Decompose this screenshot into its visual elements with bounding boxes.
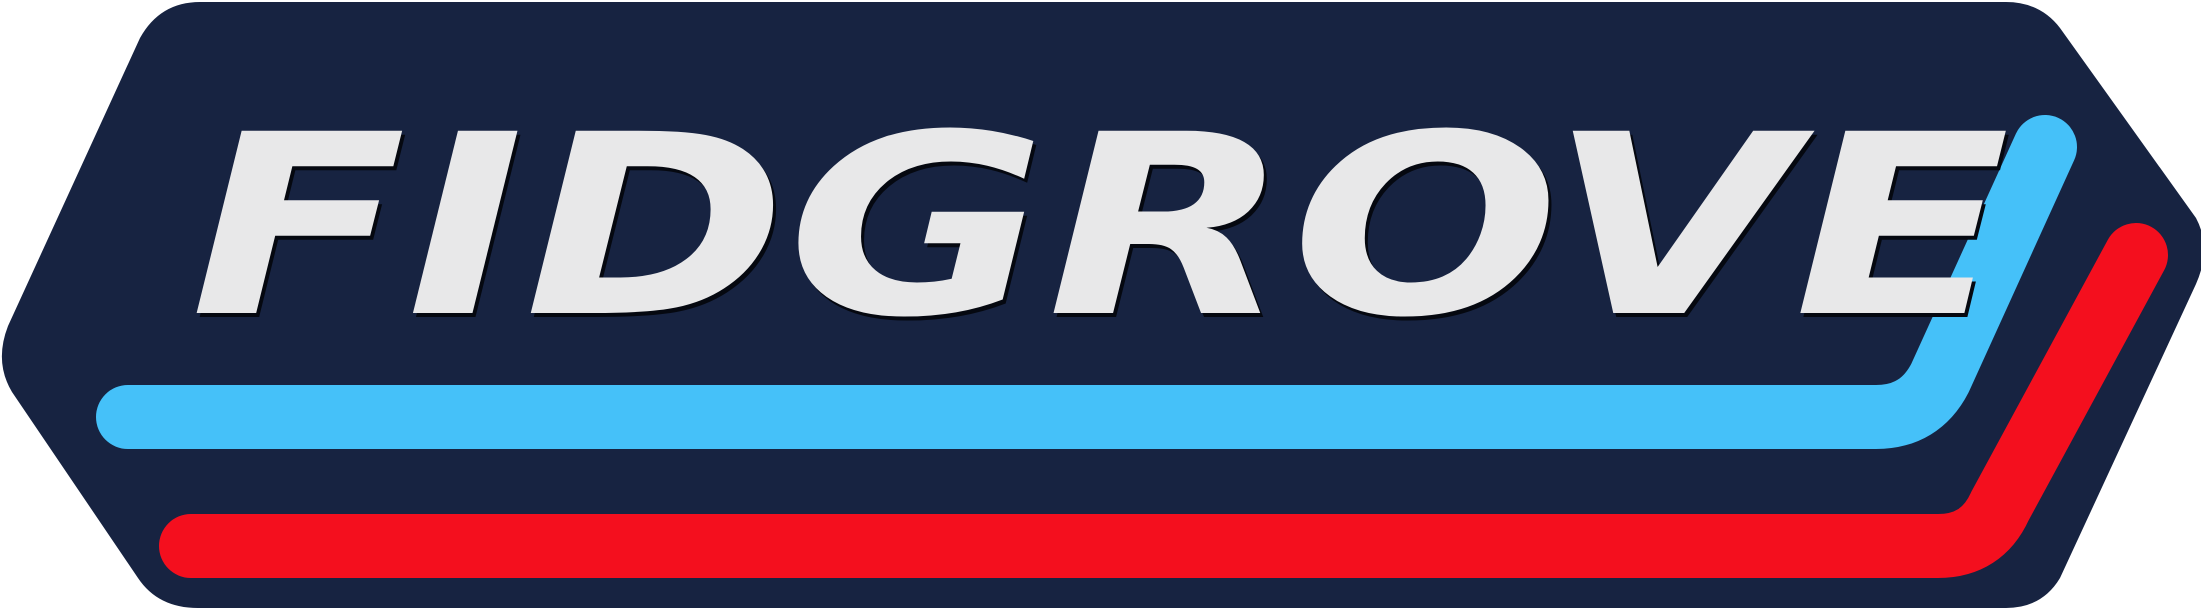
brand-wordmark: FIDGROVE (190, 81, 2010, 372)
red-speed-stripe (159, 223, 2168, 578)
wordmark-shadow: FIDGROVE (193, 85, 2013, 376)
blue-speed-stripe (96, 115, 2077, 449)
